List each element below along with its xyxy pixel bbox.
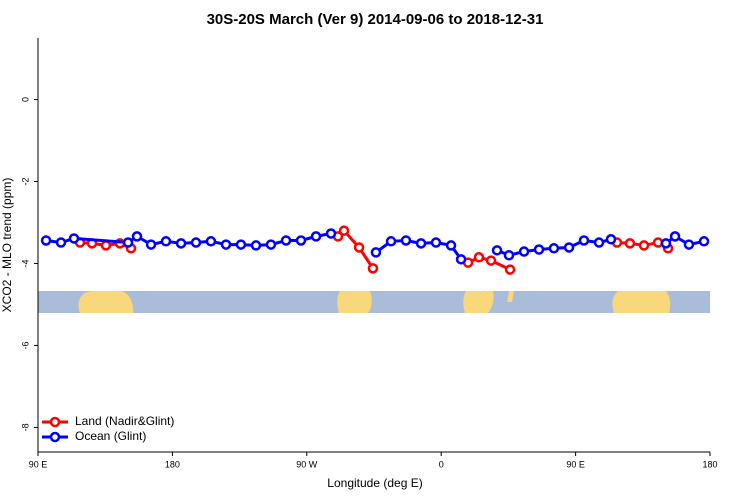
- point: [400, 235, 412, 246]
- point: [131, 231, 143, 242]
- point: [220, 239, 232, 250]
- y-tick-label: -2: [20, 177, 30, 185]
- x-tick-label: 90 W: [296, 459, 318, 469]
- point: [122, 237, 134, 248]
- legend-text: Land (Nadir&Glint): [75, 414, 174, 428]
- point: [473, 252, 485, 263]
- point: [430, 237, 442, 248]
- point: [250, 240, 262, 251]
- point: [415, 238, 427, 249]
- point: [280, 235, 292, 246]
- point: [638, 240, 650, 251]
- x-tick-label: 90 E: [566, 459, 585, 469]
- point: [265, 239, 277, 250]
- point: [205, 236, 217, 247]
- point: [578, 235, 590, 246]
- point: [503, 249, 515, 261]
- point: [455, 254, 467, 265]
- point: [370, 247, 382, 258]
- point: [160, 236, 172, 247]
- legend-marker: [49, 431, 61, 443]
- point: [338, 225, 350, 236]
- point: [669, 231, 681, 242]
- point: [605, 234, 617, 245]
- x-tick-label: 180: [702, 459, 717, 469]
- y-axis-title: XCO2 - MLO trend (ppm): [0, 178, 14, 313]
- point: [660, 238, 672, 249]
- point: [385, 236, 397, 247]
- point: [624, 238, 636, 249]
- y-tick-label: -6: [20, 341, 30, 349]
- point: [485, 255, 497, 266]
- x-axis-title: Longitude (deg E): [327, 476, 422, 490]
- point: [563, 242, 575, 253]
- point: [40, 235, 52, 246]
- point: [504, 264, 516, 275]
- point: [190, 237, 202, 248]
- point: [68, 233, 80, 244]
- y-tick-label: -4: [20, 259, 30, 267]
- point: [367, 263, 379, 274]
- point: [518, 246, 530, 257]
- x-tick-label: 0: [439, 459, 444, 469]
- x-tick-label: 180: [165, 459, 180, 469]
- map-strip: [38, 291, 710, 313]
- y-tick-label: -8: [20, 423, 30, 431]
- point: [325, 228, 337, 239]
- x-tick-label: 90 E: [29, 459, 48, 469]
- point: [295, 235, 307, 246]
- point: [445, 240, 457, 251]
- legend-marker: [49, 416, 61, 428]
- point: [491, 245, 503, 256]
- point: [533, 244, 545, 255]
- point: [353, 242, 365, 253]
- point: [100, 240, 112, 251]
- point: [593, 237, 605, 248]
- point: [175, 238, 187, 249]
- legend-text: Ocean (Glint): [75, 429, 146, 443]
- point: [310, 231, 322, 242]
- point: [548, 243, 560, 254]
- point: [698, 236, 710, 247]
- point: [145, 239, 157, 250]
- point: [235, 239, 247, 250]
- y-tick-label: 0: [20, 97, 30, 102]
- chart-title: 30S-20S March (Ver 9) 2014-09-06 to 2018…: [207, 11, 544, 28]
- point: [55, 237, 67, 248]
- point: [683, 239, 695, 250]
